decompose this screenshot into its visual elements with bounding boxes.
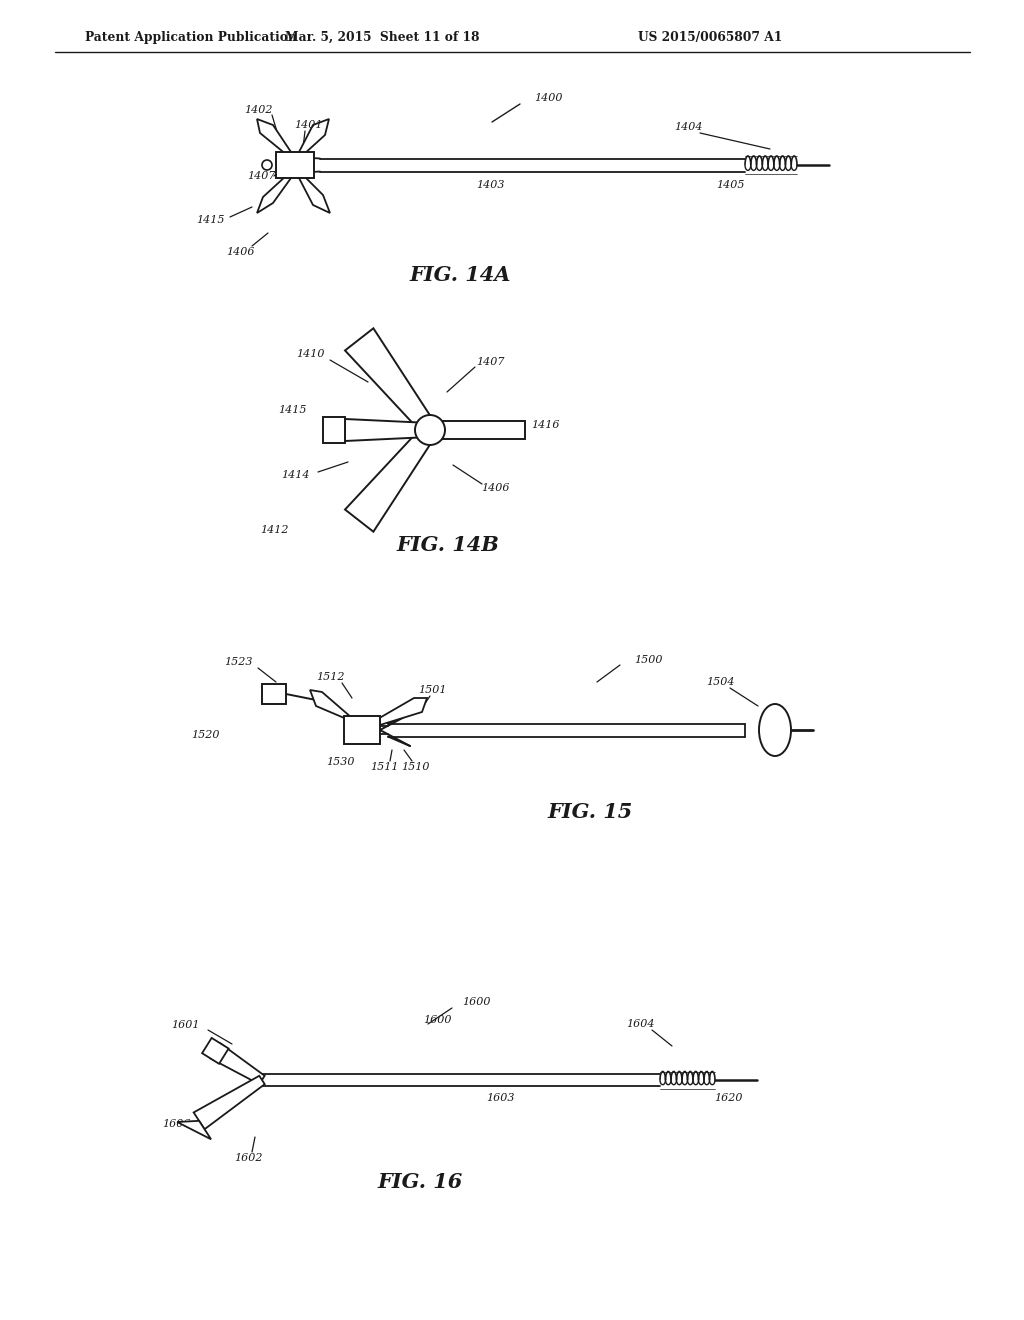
Text: 1416: 1416 — [530, 420, 559, 430]
Polygon shape — [257, 176, 291, 213]
Text: 1606: 1606 — [162, 1119, 190, 1129]
Text: 1500: 1500 — [634, 655, 663, 665]
Text: FIG. 14A: FIG. 14A — [410, 265, 511, 285]
Text: 1604: 1604 — [626, 1019, 654, 1030]
Text: 1510: 1510 — [400, 762, 429, 772]
Text: Patent Application Publication: Patent Application Publication — [85, 30, 297, 44]
Polygon shape — [299, 176, 330, 213]
Text: 1405: 1405 — [716, 180, 744, 190]
Text: 1512: 1512 — [315, 672, 344, 682]
Text: 1620: 1620 — [714, 1093, 742, 1104]
Text: 1406: 1406 — [480, 483, 509, 492]
Text: 1403: 1403 — [476, 180, 504, 190]
Text: 1414: 1414 — [281, 470, 309, 480]
Bar — [323, 417, 345, 444]
Text: 1410: 1410 — [296, 348, 325, 359]
Bar — [262, 684, 286, 704]
Text: 1402: 1402 — [244, 106, 272, 115]
Text: 1404: 1404 — [674, 121, 702, 132]
Text: 1504: 1504 — [706, 677, 734, 686]
Text: US 2015/0065807 A1: US 2015/0065807 A1 — [638, 30, 782, 44]
Text: FIG. 14B: FIG. 14B — [396, 535, 500, 554]
Text: FIG. 15: FIG. 15 — [548, 803, 633, 822]
Bar — [344, 715, 380, 744]
Circle shape — [262, 160, 272, 170]
Text: 1511: 1511 — [370, 762, 398, 772]
Polygon shape — [299, 119, 329, 154]
Polygon shape — [257, 119, 291, 154]
Text: FIG. 16: FIG. 16 — [378, 1172, 463, 1192]
Bar — [276, 152, 314, 178]
Text: 1601: 1601 — [171, 1020, 200, 1030]
Text: 1523: 1523 — [224, 657, 252, 667]
Text: 1407: 1407 — [247, 172, 275, 181]
Text: 1400: 1400 — [534, 92, 562, 103]
Text: 1406: 1406 — [225, 247, 254, 257]
Polygon shape — [202, 1038, 228, 1064]
Text: 1401: 1401 — [294, 120, 323, 129]
Ellipse shape — [759, 704, 791, 756]
Ellipse shape — [415, 414, 445, 445]
Polygon shape — [376, 698, 427, 725]
Polygon shape — [310, 690, 356, 723]
Polygon shape — [345, 418, 430, 441]
Polygon shape — [345, 425, 436, 532]
Text: 1600: 1600 — [462, 997, 490, 1007]
Text: Mar. 5, 2015  Sheet 11 of 18: Mar. 5, 2015 Sheet 11 of 18 — [285, 30, 479, 44]
Polygon shape — [430, 421, 525, 440]
Text: 1602: 1602 — [233, 1152, 262, 1163]
Text: 1415: 1415 — [196, 215, 224, 224]
Text: 1501: 1501 — [418, 685, 446, 696]
Text: 1415: 1415 — [278, 405, 306, 414]
Polygon shape — [345, 329, 436, 434]
Polygon shape — [194, 1076, 265, 1129]
Text: 1603: 1603 — [485, 1093, 514, 1104]
Text: 1520: 1520 — [190, 730, 219, 741]
Polygon shape — [211, 1043, 264, 1084]
Text: 1407: 1407 — [476, 356, 504, 367]
Polygon shape — [177, 1121, 211, 1139]
Text: 1412: 1412 — [260, 525, 288, 535]
Text: 1600: 1600 — [423, 1015, 452, 1026]
Text: 1530: 1530 — [326, 756, 354, 767]
